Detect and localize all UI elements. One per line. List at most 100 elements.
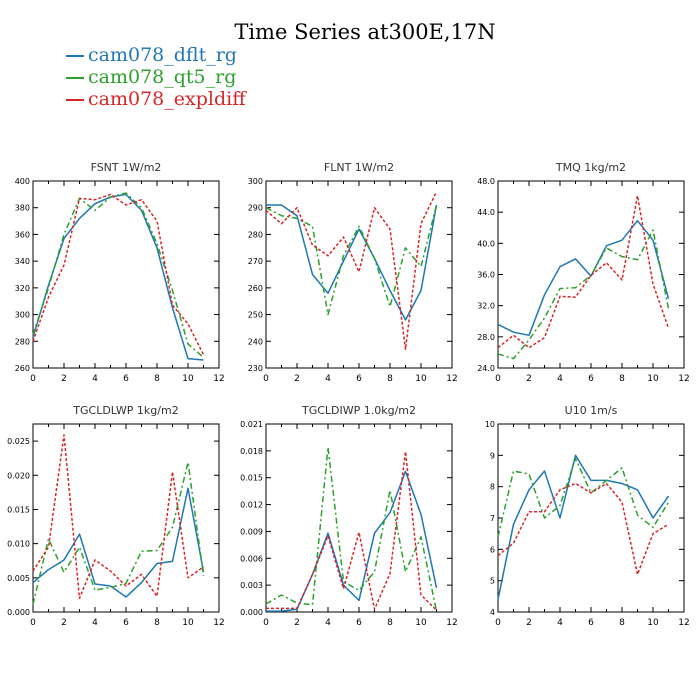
x-tick-label: 12 (213, 374, 224, 384)
y-tick-label: 48.0 (477, 177, 495, 186)
series-line-1 (497, 457, 670, 537)
y-tick-label: 300 (248, 177, 263, 186)
chart-panel-1: FLNT 1W/m2 0 2 4 6 8 10 12 230 240 250 260 270 280 290… (248, 161, 458, 384)
y-tick-label: 240 (248, 337, 263, 346)
y-tick-label: 360 (15, 230, 30, 239)
chart-panel-3: TGCLDLWP 1kg/m2 0 2 4 6 8 10 12 0.000 0.005 0.010 0… (7, 404, 225, 628)
y-tick-label: 280 (15, 337, 30, 346)
y-tick-label: 270 (248, 257, 263, 266)
legend-label: cam078_expldiff (88, 88, 246, 110)
plot-frame (32, 180, 220, 369)
plot-frame (265, 423, 453, 613)
chart-panel-5: U10 1m/s 0 2 4 6 8 10 12 4 5 6 7 8 9 10 (485, 404, 690, 628)
y-tick-label: 6 (490, 545, 495, 554)
series-line-2 (32, 193, 205, 355)
x-tick-label: 2 (61, 618, 67, 628)
x-tick-label: 8 (619, 374, 625, 384)
y-tick-label: 40.0 (477, 239, 495, 248)
x-tick-label: 4 (92, 374, 98, 384)
chart-panel-0: FSNT 1W/m2 0 2 4 6 8 10 12 260 280 300 320 340 360 380… (15, 161, 225, 384)
y-tick-label: 0.020 (7, 471, 30, 480)
series-line-1 (265, 446, 438, 612)
legend-entry-dflt: cam078_dflt_rg (66, 44, 237, 66)
series-line-0 (266, 204, 438, 321)
series-line-1 (265, 204, 438, 316)
x-tick-label: 0 (30, 618, 36, 628)
x-tick-label: 12 (213, 618, 224, 628)
y-tick-label: 230 (248, 364, 263, 373)
x-tick-label: 10 (415, 374, 427, 384)
y-tick-label: 340 (15, 257, 30, 266)
y-tick-label: 0.025 (7, 437, 30, 446)
y-tick-label: 24.0 (477, 364, 495, 373)
x-tick-label: 12 (446, 374, 457, 384)
x-tick-label: 4 (325, 618, 331, 628)
series-line-1 (32, 192, 204, 358)
y-tick-label: 320 (15, 284, 30, 293)
panel-title: U10 1m/s (565, 404, 618, 417)
x-tick-label: 4 (92, 618, 98, 628)
y-tick-label: 0.010 (7, 540, 30, 549)
y-tick-label: 28.0 (477, 333, 495, 342)
y-tick-label: 0.015 (240, 474, 263, 483)
x-tick-label: 12 (678, 374, 689, 384)
series-line-2 (497, 482, 669, 576)
x-tick-label: 2 (61, 374, 67, 384)
y-tick-label: 5 (490, 577, 495, 586)
legend-label: cam078_qt5_rg (88, 66, 237, 88)
x-tick-label: 10 (647, 618, 659, 628)
legend-entry-qt5: cam078_qt5_rg (66, 66, 236, 88)
x-tick-label: 12 (678, 618, 689, 628)
y-tick-label: 0.000 (7, 608, 30, 617)
x-tick-label: 8 (154, 374, 160, 384)
chart-panel-2: TMQ 1kg/m2 0 2 4 6 8 10 12 24.0 28.0 32.0 36.0 40.0 4… (477, 161, 690, 384)
x-tick-label: 6 (123, 618, 129, 628)
series-line-2 (265, 191, 438, 351)
x-tick-label: 6 (356, 374, 362, 384)
x-tick-label: 4 (557, 618, 563, 628)
series-line-2 (497, 195, 670, 349)
y-tick-label: 0.021 (240, 420, 263, 429)
panel-title: FLNT 1W/m2 (324, 161, 394, 174)
figure-title: Time Series at300E,17N (234, 20, 496, 44)
x-tick-label: 0 (495, 618, 501, 628)
series-line-0 (32, 193, 204, 361)
x-tick-label: 4 (557, 374, 563, 384)
x-tick-label: 8 (619, 618, 625, 628)
x-tick-label: 6 (123, 374, 129, 384)
x-tick-label: 6 (588, 618, 594, 628)
y-tick-label: 32.0 (477, 302, 495, 311)
y-tick-label: 10 (485, 420, 495, 429)
chart-panel-4: TGCLDIWP 1.0kg/m2 0 2 4 6 8 10 12 0.000 0.003 0.00… (240, 404, 458, 628)
y-tick-label: 9 (490, 451, 495, 460)
legend-label: cam078_dflt_rg (88, 44, 237, 66)
y-tick-label: 250 (248, 311, 263, 320)
x-tick-label: 2 (526, 374, 532, 384)
series-line-0 (32, 487, 205, 598)
x-tick-label: 2 (294, 374, 300, 384)
y-tick-label: 400 (15, 177, 30, 186)
x-tick-label: 10 (647, 374, 659, 384)
y-tick-label: 380 (15, 204, 30, 213)
series-line-1 (32, 461, 205, 605)
y-tick-label: 280 (248, 230, 263, 239)
x-tick-label: 10 (182, 374, 194, 384)
x-tick-label: 10 (415, 618, 427, 628)
y-tick-label: 8 (490, 483, 495, 492)
panel-title: FSNT 1W/m2 (91, 161, 162, 174)
x-tick-label: 6 (356, 618, 362, 628)
x-tick-label: 10 (182, 618, 194, 628)
series-line-0 (497, 454, 670, 600)
y-tick-label: 36.0 (477, 271, 495, 280)
y-tick-label: 290 (248, 204, 263, 213)
panel-title: TGCLDIWP 1.0kg/m2 (301, 404, 416, 417)
series-line-0 (497, 219, 670, 337)
y-tick-label: 4 (490, 608, 495, 617)
legend-swatch (66, 77, 84, 79)
y-tick-label: 0.018 (240, 447, 263, 456)
x-tick-label: 0 (495, 374, 501, 384)
y-tick-label: 300 (15, 311, 30, 320)
series-line-1 (497, 229, 670, 360)
y-tick-label: 0.015 (7, 505, 30, 514)
